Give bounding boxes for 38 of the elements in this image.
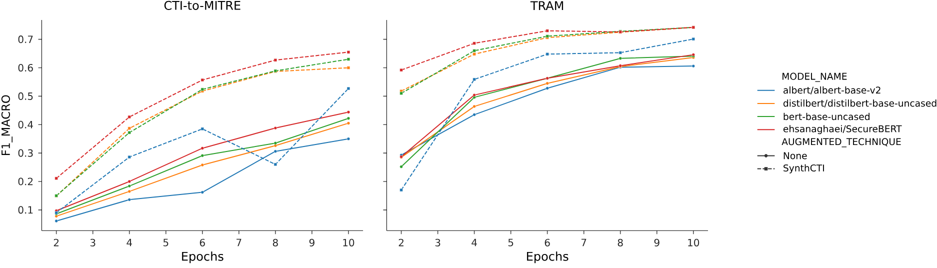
x-tick-label: 8 — [618, 238, 623, 246]
x-axis-title: Epochs — [182, 252, 224, 264]
legend-label: ehsanaghaei/SecureBERT — [783, 125, 902, 134]
x-tick-label: 4 — [126, 238, 132, 246]
x-tick-label: 10 — [343, 238, 354, 246]
x-tick-label: 6 — [544, 238, 550, 246]
y-tick-label: 0.4 — [18, 120, 33, 128]
legend-label: distilbert/distilbert-base-uncased — [783, 99, 936, 108]
x-tick-label: 5 — [508, 238, 514, 246]
x-tick-label: 7 — [236, 238, 242, 246]
text: SynthCTI — [784, 164, 824, 174]
x-tick-label: 3 — [90, 238, 96, 246]
x-tick-label: 9 — [654, 238, 660, 246]
text: None — [784, 152, 807, 160]
y-tick-label: 0.1 — [18, 206, 33, 214]
y-tick-label: 0.7 — [18, 36, 33, 44]
x-tick-label: 2 — [398, 238, 404, 246]
x-tick-label: 9 — [309, 238, 314, 246]
chart-title: CTI-to-MITRE — [164, 0, 240, 10]
legend-title: MODEL_NAME — [782, 72, 847, 82]
x-tick-label: 3 — [435, 238, 440, 246]
y-tick-label: 0.3 — [18, 149, 33, 157]
legend-label: bert-base-uncased — [784, 112, 870, 120]
y-tick-label: 0.5 — [18, 92, 33, 100]
legend-label: albert/albert-base-v2 — [784, 86, 880, 94]
y-axis-title: F1_MACRO — [1, 95, 13, 155]
y-tick-label: 0.6 — [18, 64, 33, 72]
x-tick-label: 10 — [688, 238, 700, 246]
y-tick-label: 0.2 — [18, 178, 33, 186]
x-tick-label: 7 — [581, 238, 586, 246]
x-tick-label: 6 — [200, 238, 205, 246]
x-axis-title: Epochs — [527, 252, 568, 264]
x-tick-label: 5 — [163, 238, 168, 246]
x-tick-label: 4 — [472, 238, 477, 246]
text: AUGMENTED_TECHNIQUE — [782, 138, 901, 148]
x-tick-label: 2 — [54, 238, 59, 246]
chart-title: TRAM — [530, 1, 564, 10]
x-tick-label: 8 — [272, 238, 278, 246]
